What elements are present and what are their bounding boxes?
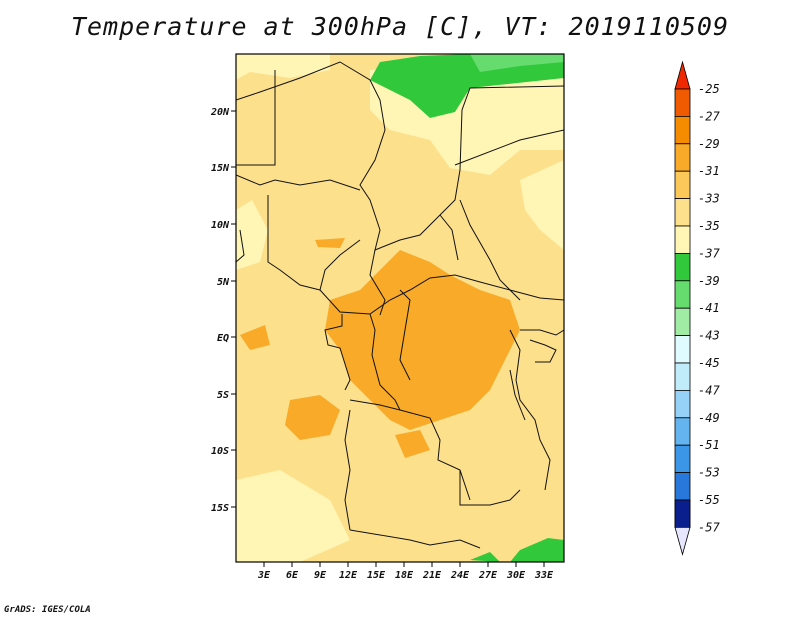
longitude-labels: 3E 6E 9E 12E 15E 18E 21E 24E 27E 30E 33E (257, 570, 554, 581)
colorbar-bottom-arrow (674, 527, 691, 556)
colorbar-label: -55 (698, 493, 720, 507)
colorbar-swatch (674, 362, 691, 391)
temperature-field (236, 54, 564, 562)
colorbar: -25 -27 -29 -31 -33 -35 -37 -39 -41 -43 -45 -47 -49 -… (674, 60, 720, 556)
field-orange-s (395, 430, 430, 458)
field-orange-n (315, 238, 345, 248)
colorbar-swatch (674, 143, 691, 172)
colorbar-label: -29 (698, 137, 720, 151)
footer-credit: GrADS: IGES/COLA (4, 605, 91, 615)
lat-tick-label: 10S (211, 446, 229, 457)
axis-ticks (231, 110, 545, 567)
lat-tick-label: 5S (217, 390, 229, 401)
colorbar-swatch (674, 499, 691, 528)
colorbar-label: -31 (698, 164, 720, 178)
colorbar-label: -41 (698, 301, 720, 315)
colorbar-label: -57 (698, 520, 720, 534)
chart-title: Temperature at 300hPa [C], VT: 201911050… (70, 12, 730, 41)
lat-tick-label: 10N (211, 220, 230, 231)
colorbar-swatch (674, 280, 691, 309)
colorbar-label: -45 (698, 356, 720, 370)
colorbar-swatch (674, 444, 691, 474)
lon-tick-label: 24E (450, 570, 470, 581)
colorbar-label: -33 (698, 192, 720, 206)
lon-tick-label: 30E (506, 570, 526, 581)
colorbar-swatch (674, 335, 691, 364)
lon-tick-label: 21E (422, 570, 442, 581)
lon-tick-label: 9E (314, 570, 327, 581)
colorbar-label: -37 (698, 246, 720, 260)
latitude-labels: 20N 15N 10N 5N EQ 5S 10S 15S (210, 107, 230, 514)
lat-tick-label: 15S (211, 503, 229, 514)
colorbar-top-arrow (674, 60, 691, 90)
field-pale-nw (236, 54, 330, 80)
lon-tick-label: 3E (257, 570, 271, 581)
colorbar-label: -25 (698, 82, 720, 96)
colorbar-swatch (674, 472, 691, 501)
colorbar-swatch (674, 170, 691, 199)
colorbar-label: -35 (698, 219, 720, 233)
lat-tick-label: 5N (217, 277, 230, 288)
field-pale-sw (236, 470, 350, 562)
lon-tick-label: 12E (339, 570, 358, 581)
lat-tick-label: EQ (217, 333, 229, 344)
colorbar-label: -43 (698, 329, 720, 343)
country-boundaries (236, 61, 564, 549)
colorbar-swatch (674, 225, 691, 254)
colorbar-swatch (674, 198, 691, 227)
lat-tick-label: 15N (211, 163, 230, 174)
field-green-north (370, 54, 564, 118)
field-lightgreen-north (470, 54, 564, 72)
field-orange-sw (285, 395, 340, 440)
lon-tick-label: 27E (478, 570, 498, 581)
colorbar-label: -47 (698, 383, 720, 397)
colorbar-swatch (674, 116, 691, 145)
map-frame (235, 53, 565, 563)
colorbar-label: -27 (698, 109, 720, 123)
field-pale-east (520, 160, 564, 250)
field-green-south (510, 538, 564, 562)
colorbar-swatch (674, 389, 691, 419)
field-orange-core (325, 250, 520, 430)
lon-tick-label: 33E (534, 570, 554, 581)
colorbar-swatch (674, 252, 691, 282)
field-green-south2 (470, 552, 500, 562)
lon-tick-label: 18E (395, 570, 414, 581)
colorbar-label: -51 (698, 438, 720, 452)
colorbar-label: -39 (698, 274, 720, 288)
colorbar-label: -53 (698, 466, 720, 480)
field-orange-coast (240, 325, 270, 350)
colorbar-label: -49 (698, 411, 720, 425)
lat-tick-label: 20N (210, 107, 230, 118)
lon-tick-label: 6E (286, 570, 299, 581)
colorbar-swatch (674, 417, 691, 446)
colorbar-swatch (674, 307, 691, 337)
colorbar-swatch (674, 88, 691, 117)
lon-tick-label: 15E (367, 570, 386, 581)
